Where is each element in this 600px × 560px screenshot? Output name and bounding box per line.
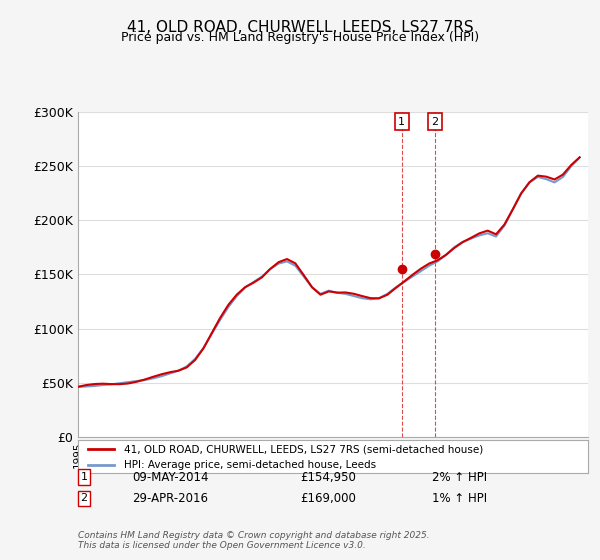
Text: Price paid vs. HM Land Registry's House Price Index (HPI): Price paid vs. HM Land Registry's House …	[121, 31, 479, 44]
Text: 2: 2	[431, 116, 438, 127]
Text: 41, OLD ROAD, CHURWELL, LEEDS, LS27 7RS: 41, OLD ROAD, CHURWELL, LEEDS, LS27 7RS	[127, 20, 473, 35]
Text: £154,950: £154,950	[300, 470, 356, 484]
Text: 1: 1	[398, 116, 405, 127]
Text: 09-MAY-2014: 09-MAY-2014	[132, 470, 209, 484]
Text: 1% ↑ HPI: 1% ↑ HPI	[432, 492, 487, 505]
Text: 2% ↑ HPI: 2% ↑ HPI	[432, 470, 487, 484]
Text: 1: 1	[80, 472, 88, 482]
Text: 41, OLD ROAD, CHURWELL, LEEDS, LS27 7RS (semi-detached house): 41, OLD ROAD, CHURWELL, LEEDS, LS27 7RS …	[124, 444, 483, 454]
Text: HPI: Average price, semi-detached house, Leeds: HPI: Average price, semi-detached house,…	[124, 460, 376, 470]
Text: £169,000: £169,000	[300, 492, 356, 505]
Text: 29-APR-2016: 29-APR-2016	[132, 492, 208, 505]
Text: 2: 2	[80, 493, 88, 503]
Text: Contains HM Land Registry data © Crown copyright and database right 2025.
This d: Contains HM Land Registry data © Crown c…	[78, 530, 430, 550]
